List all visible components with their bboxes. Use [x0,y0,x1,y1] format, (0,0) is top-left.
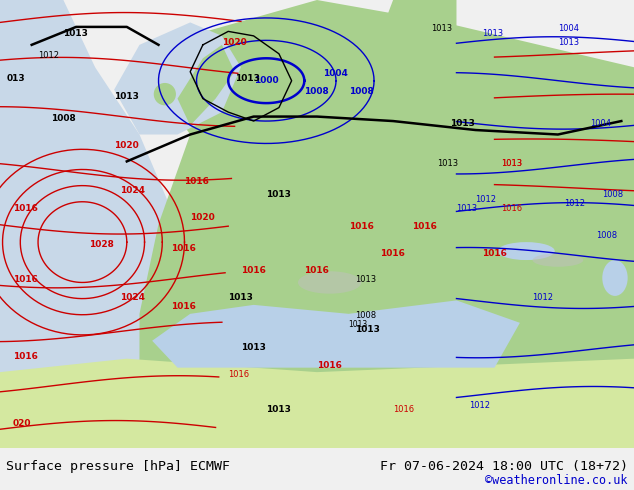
Text: 020: 020 [13,419,31,428]
Text: 1008: 1008 [51,114,75,123]
Text: 1013: 1013 [228,294,253,302]
Text: 1016: 1016 [501,204,522,213]
Text: 013: 013 [6,74,25,83]
Text: 1024: 1024 [120,186,145,195]
Text: 1016: 1016 [412,221,437,231]
Text: 1016: 1016 [13,204,37,213]
Text: 1000: 1000 [254,76,278,85]
Ellipse shape [533,253,583,267]
Ellipse shape [498,242,555,260]
Text: 1008: 1008 [596,231,617,240]
Text: 1013: 1013 [437,159,458,168]
Polygon shape [178,45,235,125]
Text: 1013: 1013 [450,119,475,127]
Text: 1013: 1013 [241,343,266,352]
Text: 1016: 1016 [171,302,196,311]
Text: 1013: 1013 [355,325,380,334]
Text: 1004: 1004 [323,69,348,78]
Text: 1008: 1008 [304,87,329,96]
Text: 1013: 1013 [355,275,376,285]
Text: 1013: 1013 [431,24,452,33]
Text: 1013: 1013 [501,159,522,168]
Text: Fr 07-06-2024 18:00 UTC (18+72): Fr 07-06-2024 18:00 UTC (18+72) [380,460,628,473]
Text: 1013: 1013 [482,29,503,38]
Polygon shape [0,0,178,448]
Text: 1016: 1016 [393,406,414,415]
Ellipse shape [153,83,176,105]
Text: 1016: 1016 [349,221,373,231]
Text: 1013: 1013 [266,406,291,415]
Text: 1013: 1013 [266,190,291,199]
Text: 1024: 1024 [120,294,145,302]
Text: 1016: 1016 [482,248,507,258]
Text: 1016: 1016 [13,352,37,361]
Polygon shape [0,359,634,448]
Text: 1016: 1016 [304,267,329,275]
Text: 1013: 1013 [501,159,522,168]
Text: 1016: 1016 [171,244,196,253]
Text: Surface pressure [hPa] ECMWF: Surface pressure [hPa] ECMWF [6,460,230,473]
Text: 1013: 1013 [558,38,579,47]
Text: 1020: 1020 [222,38,247,47]
Polygon shape [152,300,520,368]
Text: 1008: 1008 [355,311,376,320]
Text: 1012: 1012 [469,401,490,410]
Text: 1012: 1012 [564,199,585,208]
Ellipse shape [298,271,361,294]
Text: 1004: 1004 [558,24,579,33]
Text: 1008: 1008 [349,87,373,96]
Text: 1012: 1012 [476,195,496,204]
Polygon shape [114,23,241,135]
Text: 1012: 1012 [38,51,59,60]
Polygon shape [0,0,95,67]
Text: 1013: 1013 [63,29,88,38]
Polygon shape [139,0,634,448]
Ellipse shape [602,260,628,296]
Text: 1016: 1016 [241,267,266,275]
Text: 1004: 1004 [590,119,611,127]
Text: 1016: 1016 [380,248,405,258]
Text: 1013: 1013 [349,320,368,329]
Text: 1013: 1013 [235,74,259,83]
Text: 1028: 1028 [89,240,113,248]
Text: 1020: 1020 [190,213,215,221]
Text: 1016: 1016 [317,361,342,369]
Text: 1013: 1013 [456,204,477,213]
Text: 1013: 1013 [114,92,139,100]
Polygon shape [330,0,456,144]
Text: 1012: 1012 [533,294,553,302]
Text: 1016: 1016 [184,177,209,186]
Text: ©weatheronline.co.uk: ©weatheronline.co.uk [485,474,628,487]
Text: 1016: 1016 [13,275,37,285]
Text: 1016: 1016 [228,369,249,379]
Text: 1020: 1020 [114,141,139,150]
Text: 1008: 1008 [602,190,623,199]
